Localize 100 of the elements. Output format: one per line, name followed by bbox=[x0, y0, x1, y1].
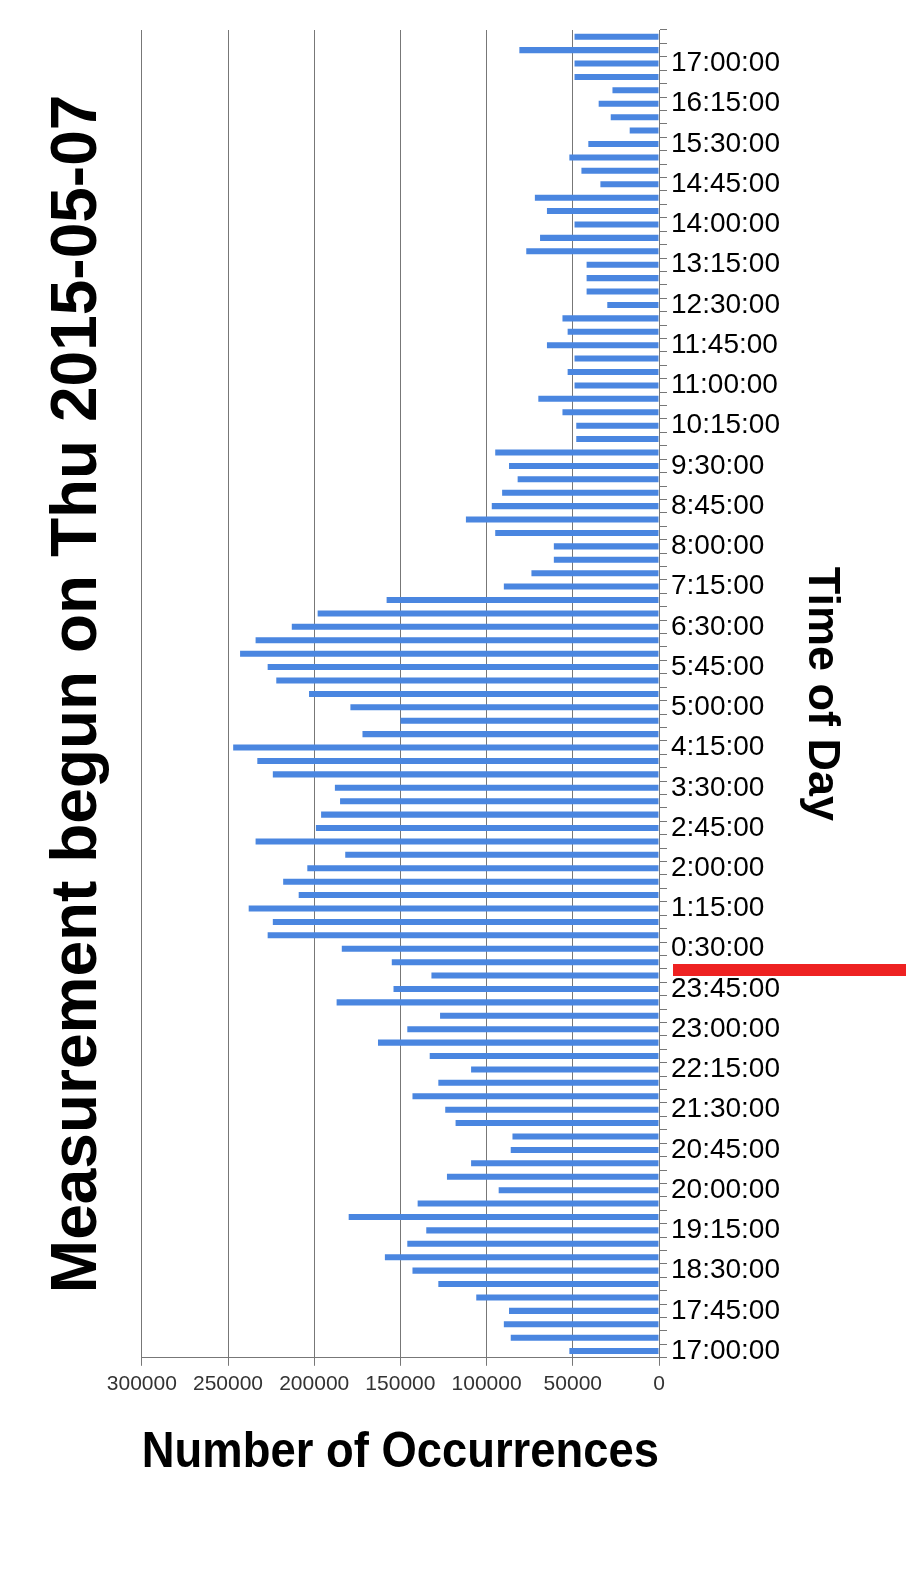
bar bbox=[445, 1106, 659, 1113]
bar bbox=[567, 328, 659, 335]
bar bbox=[510, 1146, 659, 1153]
bar bbox=[586, 288, 659, 295]
x-axis-title: Number of Occurrences bbox=[141, 1421, 659, 1478]
x-tick-label: 200000 bbox=[279, 1371, 350, 1395]
y-tick-label: 9:30:00 bbox=[671, 448, 765, 480]
bar bbox=[240, 650, 659, 657]
bar bbox=[553, 543, 659, 550]
bar bbox=[503, 1321, 659, 1328]
bar bbox=[340, 798, 659, 805]
y-tick-label: 3:30:00 bbox=[671, 770, 765, 802]
bar bbox=[272, 918, 659, 925]
bar bbox=[391, 959, 659, 966]
x-tick-label: 0 bbox=[653, 1371, 665, 1395]
bar bbox=[440, 1012, 659, 1019]
bar bbox=[610, 114, 659, 121]
y-tick-label: 1:15:00 bbox=[671, 891, 765, 923]
bar bbox=[546, 342, 659, 349]
bar bbox=[471, 1160, 659, 1167]
y-tick-label: 23:00:00 bbox=[671, 1011, 781, 1043]
bar bbox=[291, 623, 659, 630]
bar bbox=[272, 771, 659, 778]
bar bbox=[438, 1281, 659, 1288]
bar bbox=[612, 87, 659, 94]
bar bbox=[321, 811, 659, 818]
y-tick-label: 23:45:00 bbox=[671, 971, 781, 1003]
bar bbox=[257, 757, 659, 764]
y-tick-label: 8:45:00 bbox=[671, 488, 765, 520]
bar bbox=[502, 489, 659, 496]
bar bbox=[341, 945, 659, 952]
bar bbox=[471, 1066, 659, 1073]
y-tick-label: 4:15:00 bbox=[671, 730, 765, 762]
bar bbox=[276, 677, 659, 684]
bar bbox=[426, 1227, 659, 1234]
bar bbox=[465, 516, 659, 523]
bar bbox=[429, 1053, 659, 1060]
bar bbox=[255, 838, 659, 845]
bar bbox=[233, 744, 659, 751]
y-tick-label: 14:00:00 bbox=[671, 207, 781, 239]
y-tick-label: 8:00:00 bbox=[671, 529, 765, 561]
bar bbox=[510, 1334, 659, 1341]
bar bbox=[538, 395, 659, 402]
y-tick-label: 18:30:00 bbox=[671, 1253, 781, 1285]
bar bbox=[598, 100, 659, 107]
bar bbox=[431, 972, 659, 979]
y-tick-label: 10:15:00 bbox=[671, 408, 781, 440]
bar bbox=[569, 1348, 659, 1355]
bar bbox=[574, 221, 659, 228]
text: Measurement begun on Thu 2015-05-07 bbox=[38, 94, 111, 1294]
bar bbox=[362, 731, 659, 738]
y-tick-label: 2:45:00 bbox=[671, 810, 765, 842]
bar bbox=[298, 892, 659, 899]
bar bbox=[407, 1026, 659, 1033]
bar bbox=[377, 1039, 659, 1046]
x-tick-label: 250000 bbox=[192, 1371, 264, 1395]
bar bbox=[336, 999, 659, 1006]
y-tick-label: 17:00:00 bbox=[671, 1333, 781, 1365]
y-axis-title: Time of Day bbox=[798, 566, 850, 822]
bar bbox=[307, 865, 659, 872]
bar bbox=[412, 1093, 659, 1100]
bar bbox=[574, 355, 659, 362]
bar bbox=[526, 248, 659, 255]
x-tick-label: 50000 bbox=[543, 1371, 603, 1395]
y-tick-label: 17:00:00 bbox=[671, 46, 781, 78]
bar bbox=[438, 1079, 659, 1086]
y-tick-label: 20:45:00 bbox=[671, 1132, 781, 1164]
bar bbox=[509, 1307, 659, 1314]
y-tick-label: 20:00:00 bbox=[671, 1172, 781, 1204]
bar bbox=[531, 570, 659, 577]
bar bbox=[562, 315, 659, 322]
bar bbox=[283, 878, 659, 885]
bar bbox=[345, 851, 659, 858]
bar bbox=[503, 583, 659, 590]
y-tick-label: 17:45:00 bbox=[671, 1293, 781, 1325]
x-tick-label: 100000 bbox=[451, 1371, 522, 1395]
bar bbox=[553, 556, 659, 563]
bar bbox=[350, 704, 659, 711]
bar bbox=[517, 476, 659, 483]
bar bbox=[495, 529, 659, 536]
bar bbox=[334, 784, 659, 791]
bar bbox=[574, 73, 659, 80]
bar bbox=[574, 60, 659, 67]
bar bbox=[567, 368, 659, 376]
bar bbox=[309, 690, 659, 697]
bar bbox=[446, 1173, 659, 1180]
y-tick-label: 6:30:00 bbox=[671, 609, 765, 641]
bar bbox=[498, 1187, 659, 1194]
y-tick-label: 21:30:00 bbox=[671, 1092, 781, 1124]
bar bbox=[574, 33, 659, 40]
bar bbox=[629, 127, 659, 134]
y-tick-label: 11:45:00 bbox=[671, 327, 778, 359]
bar bbox=[267, 932, 659, 939]
bar bbox=[540, 234, 659, 241]
x-tick-label: 150000 bbox=[365, 1371, 436, 1395]
y-tick-label: 13:15:00 bbox=[671, 247, 781, 279]
bar bbox=[491, 503, 659, 510]
bar bbox=[607, 301, 659, 308]
bar bbox=[581, 167, 659, 174]
y-tick-label: 15:30:00 bbox=[671, 126, 781, 158]
